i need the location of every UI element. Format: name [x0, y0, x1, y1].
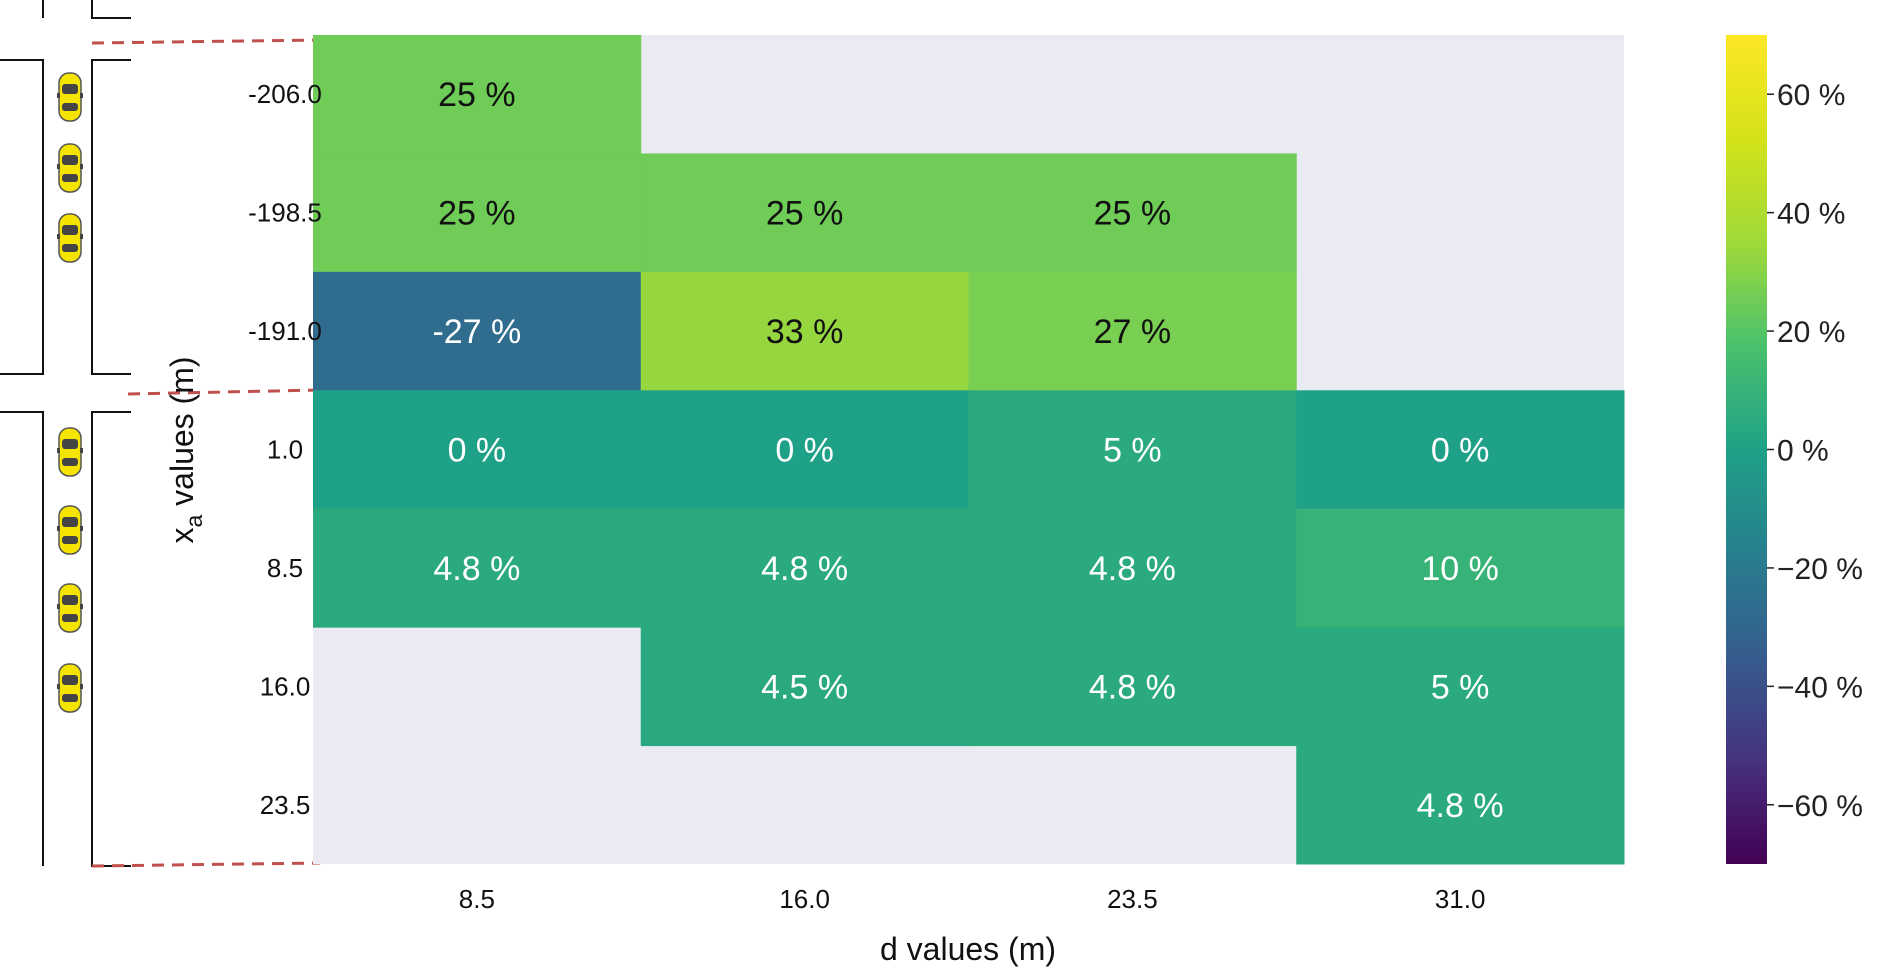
cell-value-label: 5 %	[1103, 432, 1162, 470]
colorbar-tick-label: 0 %	[1777, 435, 1829, 468]
y-axis-label: xa values (m)	[164, 356, 207, 543]
y-tick-label: 1.0	[267, 435, 303, 465]
car-icon	[56, 143, 84, 193]
cell-value-label: 4.8 %	[1417, 787, 1504, 825]
parking-illustration	[0, 0, 321, 868]
x-tick-label: 16.0	[779, 884, 830, 914]
heatmap-cell	[1296, 390, 1625, 510]
heatmap-cell	[968, 153, 1297, 273]
heatmap-cell	[968, 627, 1297, 747]
heatmap-cell	[313, 271, 642, 391]
car-icon	[56, 72, 84, 122]
y-tick-labels: -206.0 -198.5 -191.0 1.0 8.5 16.0 23.5	[248, 79, 322, 820]
cell-value-label: 33 %	[766, 313, 844, 351]
car-icon	[56, 505, 84, 555]
x-axis-label: d values (m)	[880, 931, 1056, 967]
cell-value-label: 4.8 %	[1089, 550, 1176, 588]
cell-value-label: 0 %	[775, 432, 834, 470]
cell-value-label: 25 %	[438, 195, 516, 233]
heatmap-cell	[968, 271, 1297, 391]
x-tick-labels: 8.5 16.0 23.5 31.0	[459, 884, 1486, 914]
cell-value-label: -27 %	[432, 313, 521, 351]
heatmap-cell	[1296, 508, 1625, 628]
car-icon	[56, 583, 84, 633]
colorbar-tick-label: 40 %	[1777, 198, 1845, 231]
cell-value-label: 27 %	[1094, 313, 1172, 351]
heatmap-cell	[313, 390, 642, 510]
heatmap-cell	[640, 271, 969, 391]
cell-value-label: 4.8 %	[1089, 668, 1176, 706]
heatmap-cell	[640, 153, 969, 273]
cell-value-label: 0 %	[1431, 432, 1490, 470]
heatmap-cell	[313, 153, 642, 273]
cell-value-label: 25 %	[438, 76, 516, 114]
x-tick-label: 8.5	[459, 884, 495, 914]
heatmap-cell	[313, 508, 642, 628]
cell-value-label: 10 %	[1421, 550, 1499, 588]
heatmap-cell	[640, 508, 969, 628]
cell-value-label: 4.8 %	[433, 550, 520, 588]
heatmap-cells: 25 % 25 % 25 % 25 % -27 % 33 % 27 % 0 % 0 % 5 % 0 …	[313, 35, 1625, 865]
heatmap-cell	[1296, 745, 1625, 865]
heatmap-cell	[968, 390, 1297, 510]
cell-value-label: 25 %	[766, 195, 844, 233]
cell-value-label: 4.8 %	[761, 550, 848, 588]
x-tick-label: 31.0	[1435, 884, 1486, 914]
colorbar-tick-label: 60 %	[1777, 79, 1845, 112]
y-tick-label: -206.0	[248, 79, 322, 109]
heatmap-cell	[313, 35, 642, 154]
heatmap-cell	[1296, 627, 1625, 747]
cell-value-label: 25 %	[1094, 195, 1172, 233]
y-tick-label: 23.5	[260, 790, 311, 820]
colorbar-tick-label: −40 %	[1777, 671, 1863, 704]
heatmap-cell	[640, 627, 969, 747]
cell-value-label: 4.5 %	[761, 668, 848, 706]
y-tick-label: 8.5	[267, 553, 303, 583]
colorbar-tick-label: −20 %	[1777, 553, 1863, 586]
colorbar	[1726, 35, 1767, 864]
cell-value-label: 5 %	[1431, 668, 1490, 706]
car-icon	[56, 663, 84, 713]
car-icon	[56, 213, 84, 263]
cell-value-label: 0 %	[448, 432, 507, 470]
x-tick-label: 23.5	[1107, 884, 1158, 914]
colorbar-tick-label: 20 %	[1777, 316, 1845, 349]
heatmap-cell	[640, 390, 969, 510]
heatmap-cell	[968, 508, 1297, 628]
colorbar-ticks: 60 % 40 % 20 % 0 % −20 % −40 % −60 %	[1767, 79, 1863, 823]
y-tick-label: 16.0	[260, 671, 311, 701]
car-icon	[56, 427, 84, 477]
colorbar-tick-label: −60 %	[1777, 790, 1863, 823]
y-tick-label: -198.5	[248, 198, 322, 228]
y-tick-label: -191.0	[248, 316, 322, 346]
